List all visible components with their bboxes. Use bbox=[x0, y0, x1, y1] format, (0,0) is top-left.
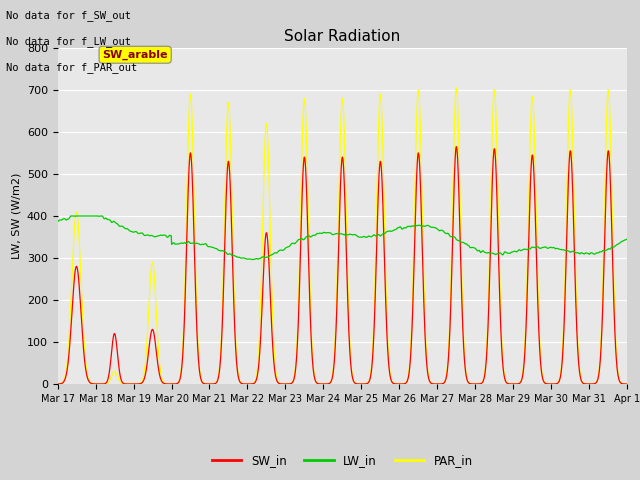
Title: Solar Radiation: Solar Radiation bbox=[284, 29, 401, 44]
Text: No data for f_LW_out: No data for f_LW_out bbox=[6, 36, 131, 47]
Legend: SW_in, LW_in, PAR_in: SW_in, LW_in, PAR_in bbox=[207, 450, 477, 472]
Text: No data for f_SW_out: No data for f_SW_out bbox=[6, 10, 131, 21]
Text: SW_arable: SW_arable bbox=[102, 49, 168, 60]
Y-axis label: LW, SW (W/m2): LW, SW (W/m2) bbox=[11, 173, 21, 259]
Text: No data for f_PAR_out: No data for f_PAR_out bbox=[6, 62, 138, 73]
